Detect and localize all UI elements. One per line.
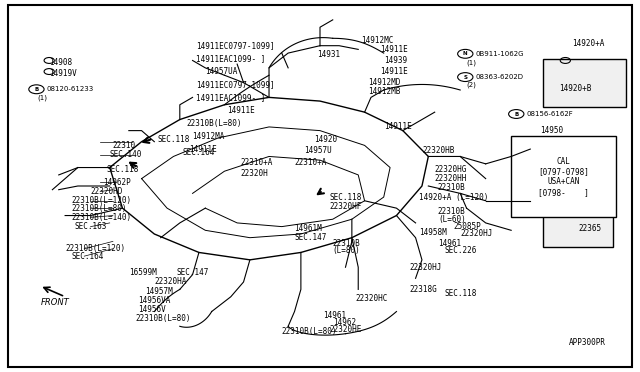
Text: SEC.147: SEC.147 (294, 233, 327, 242)
Text: 14956V: 14956V (138, 305, 166, 314)
Text: FRONT: FRONT (41, 298, 70, 307)
FancyBboxPatch shape (543, 206, 613, 247)
Text: 22310B(L=80): 22310B(L=80) (72, 203, 127, 213)
Text: 14908: 14908 (49, 58, 72, 67)
Text: 14912MD: 14912MD (368, 78, 400, 87)
Text: 08363-6202D: 08363-6202D (476, 74, 524, 80)
Text: SEC.118: SEC.118 (106, 165, 139, 174)
Text: B: B (514, 112, 518, 116)
Text: 14961M: 14961M (294, 224, 323, 233)
Text: 14958M: 14958M (419, 228, 447, 237)
Text: 16599M: 16599M (129, 268, 157, 277)
Text: 22310B(L=120): 22310B(L=120) (65, 244, 125, 253)
Text: 22310B: 22310B (438, 207, 466, 217)
Text: SEC.118: SEC.118 (444, 289, 477, 298)
Text: 14939: 14939 (384, 56, 407, 65)
Text: 22310B: 22310B (333, 239, 360, 248)
Text: 14912MA: 14912MA (193, 132, 225, 141)
Text: 14962P: 14962P (103, 178, 131, 187)
Text: SEC.164: SEC.164 (72, 251, 104, 261)
Text: APP300PR: APP300PR (568, 339, 605, 347)
Text: 22310B(L=80): 22310B(L=80) (282, 327, 337, 336)
FancyBboxPatch shape (543, 59, 626, 107)
Text: (1): (1) (38, 94, 48, 101)
Text: 14911E: 14911E (189, 145, 217, 154)
Text: 22310+A: 22310+A (294, 157, 327, 167)
Text: SEC.164: SEC.164 (183, 148, 216, 157)
Text: 14911EAC1099- ]: 14911EAC1099- ] (196, 93, 265, 102)
Text: 14920+B: 14920+B (559, 84, 591, 93)
Text: 22365: 22365 (578, 224, 601, 233)
Text: (L=80): (L=80) (333, 246, 360, 255)
Text: 08120-61233: 08120-61233 (47, 86, 94, 92)
Text: 14911E: 14911E (384, 122, 412, 131)
Text: (2): (2) (467, 82, 477, 89)
Text: SEC.118: SEC.118 (157, 135, 190, 144)
Text: 22320HA: 22320HA (154, 278, 187, 286)
Text: 22320HE: 22320HE (330, 326, 362, 334)
Text: SEC.118: SEC.118 (330, 193, 362, 202)
Text: 14912MB: 14912MB (368, 87, 400, 96)
Text: SEC.163: SEC.163 (75, 222, 107, 231)
Text: SEC.140: SEC.140 (109, 150, 142, 159)
Text: N: N (463, 51, 468, 56)
Text: 22310B(L=120): 22310B(L=120) (72, 196, 132, 205)
Text: 14961: 14961 (438, 239, 461, 248)
Text: 22310: 22310 (113, 141, 136, 150)
Text: 22318G: 22318G (409, 285, 437, 294)
Text: 14911E: 14911E (228, 106, 255, 115)
Text: 22310B: 22310B (438, 183, 466, 192)
Text: 22320HC: 22320HC (355, 294, 387, 303)
Text: CAL
[0797-0798]
USA+CAN
[0798-    ]: CAL [0797-0798] USA+CAN [0798- ] (538, 157, 589, 197)
Text: 14911E: 14911E (381, 67, 408, 76)
Text: B: B (35, 87, 38, 92)
Text: 14911E: 14911E (381, 45, 408, 54)
Text: 14919V: 14919V (49, 69, 77, 78)
Text: 22320HG: 22320HG (435, 165, 467, 174)
Text: 14920+A (L=120): 14920+A (L=120) (419, 193, 488, 202)
Text: 14956VA: 14956VA (138, 296, 171, 305)
Text: 22310B(L=140): 22310B(L=140) (72, 213, 132, 222)
Text: 22320HH: 22320HH (435, 174, 467, 183)
Text: 14962: 14962 (333, 318, 356, 327)
Text: 14912MC: 14912MC (362, 36, 394, 45)
Text: 14911EC0797-1099]: 14911EC0797-1099] (196, 80, 275, 89)
Text: 14957UA: 14957UA (205, 67, 237, 76)
Text: 14931: 14931 (317, 51, 340, 60)
Text: 25085P: 25085P (454, 222, 481, 231)
Text: 22320HB: 22320HB (422, 147, 454, 155)
Text: 22320HD: 22320HD (91, 187, 123, 196)
Text: 14950: 14950 (540, 126, 563, 135)
Text: 14961: 14961 (323, 311, 346, 320)
Text: 22320HJ: 22320HJ (409, 263, 442, 272)
Text: S: S (463, 74, 467, 80)
Text: (L=60): (L=60) (438, 215, 466, 224)
Text: 22320HF: 22320HF (330, 202, 362, 211)
Text: 14920+A: 14920+A (572, 39, 604, 48)
Text: 14920: 14920 (314, 135, 337, 144)
Text: 14957M: 14957M (145, 287, 173, 296)
Text: 22310B(L=80): 22310B(L=80) (186, 119, 242, 128)
Text: 08156-6162F: 08156-6162F (527, 111, 573, 117)
Text: 14957U: 14957U (304, 147, 332, 155)
Text: 22310+A: 22310+A (241, 157, 273, 167)
Text: 22310B(L=80): 22310B(L=80) (135, 314, 191, 323)
Text: 22320H: 22320H (241, 169, 268, 177)
Text: (1): (1) (467, 59, 477, 65)
Text: 14911EAC1099- ]: 14911EAC1099- ] (196, 54, 265, 63)
Text: SEC.147: SEC.147 (177, 268, 209, 277)
Text: 14911EC0797-1099]: 14911EC0797-1099] (196, 41, 275, 50)
Text: 22320HJ: 22320HJ (460, 230, 493, 238)
FancyBboxPatch shape (511, 136, 616, 217)
Text: 0B911-1062G: 0B911-1062G (476, 51, 524, 57)
Text: SEC.226: SEC.226 (444, 246, 477, 255)
